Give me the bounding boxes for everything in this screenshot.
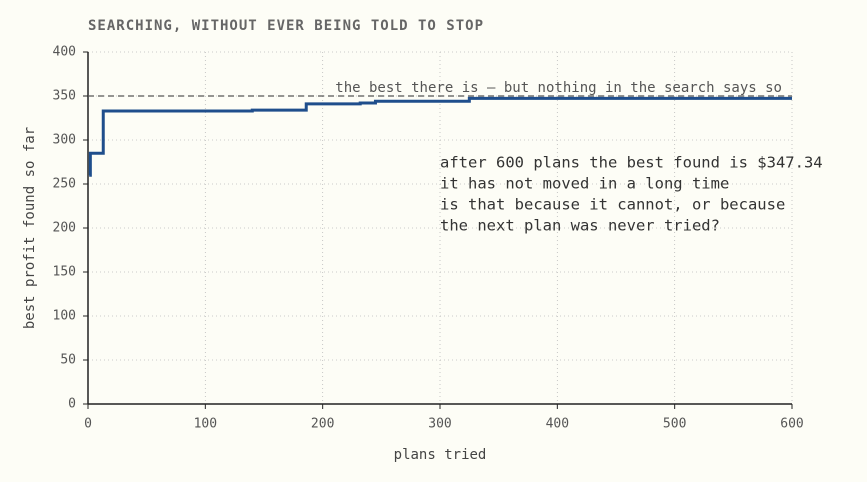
x-tick-label: 400 [546,417,569,432]
y-tick-label: 350 [53,89,76,104]
y-tick-label: 300 [53,133,76,148]
x-tick-label: 600 [780,417,803,432]
annotation-line: is that because it cannot, or because [440,196,785,214]
x-tick-label: 100 [194,417,217,432]
y-tick-label: 0 [68,397,76,412]
y-tick-label: 250 [53,177,76,192]
reference-label: the best there is — but nothing in the s… [335,80,782,96]
y-tick-label: 400 [53,45,76,60]
x-tick-label: 200 [311,417,334,432]
step-line [88,96,792,177]
x-tick-label: 0 [84,417,92,432]
y-tick-label: 50 [60,353,76,368]
annotation-line: it has not moved in a long time [440,175,729,193]
y-tick-label: 200 [53,221,76,236]
y-tick-label: 150 [53,265,76,280]
annotation-line: the next plan was never tried? [440,217,720,235]
chart-title: SEARCHING, WITHOUT EVER BEING TOLD TO ST… [88,18,484,34]
y-tick-label: 100 [53,309,76,324]
annotation-line: after 600 plans the best found is $347.3… [440,154,823,172]
x-tick-label: 300 [428,417,451,432]
x-axis-label: plans tried [394,447,487,463]
x-tick-label: 500 [663,417,686,432]
y-axis-label: best profit found so far [22,127,38,329]
